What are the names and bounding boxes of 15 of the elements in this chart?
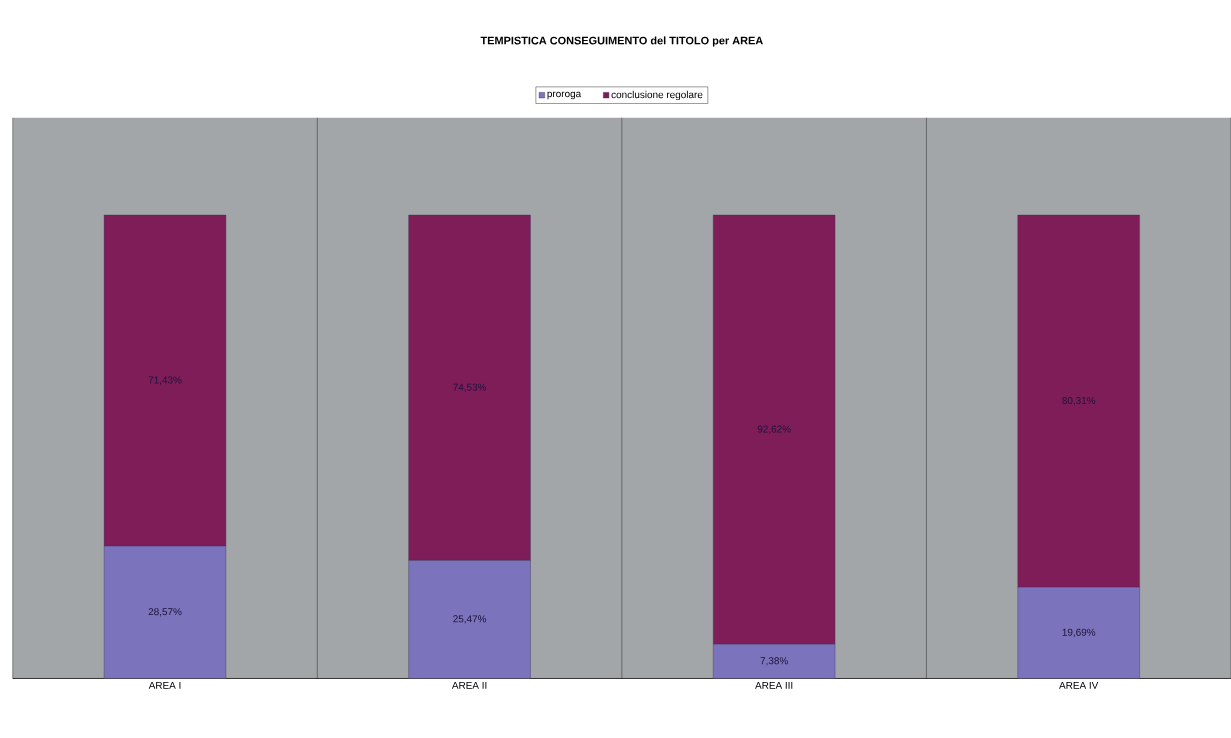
x-tick-label: AREA II [451,681,487,689]
legend-label: conclusione regolare [611,90,703,100]
x-tick-label: AREA III [755,681,793,689]
data-label: 80,31% [1062,396,1096,406]
data-label: 25,47% [453,615,487,624]
data-label: 71,43% [148,376,182,385]
chart-title: TEMPISTICA CONSEGUIMENTO del TITOLO per AREA [480,36,763,47]
data-label: 92,62% [757,425,791,434]
data-label: 19,69% [1062,628,1096,637]
data-label: 28,57% [148,608,182,617]
data-label: 74,53% [453,383,487,392]
data-label: 7,38% [760,657,788,666]
x-tick-label: AREA IV [1059,681,1099,689]
legend-label: proroga [547,91,582,100]
x-tick-label: AREA I [148,681,181,689]
